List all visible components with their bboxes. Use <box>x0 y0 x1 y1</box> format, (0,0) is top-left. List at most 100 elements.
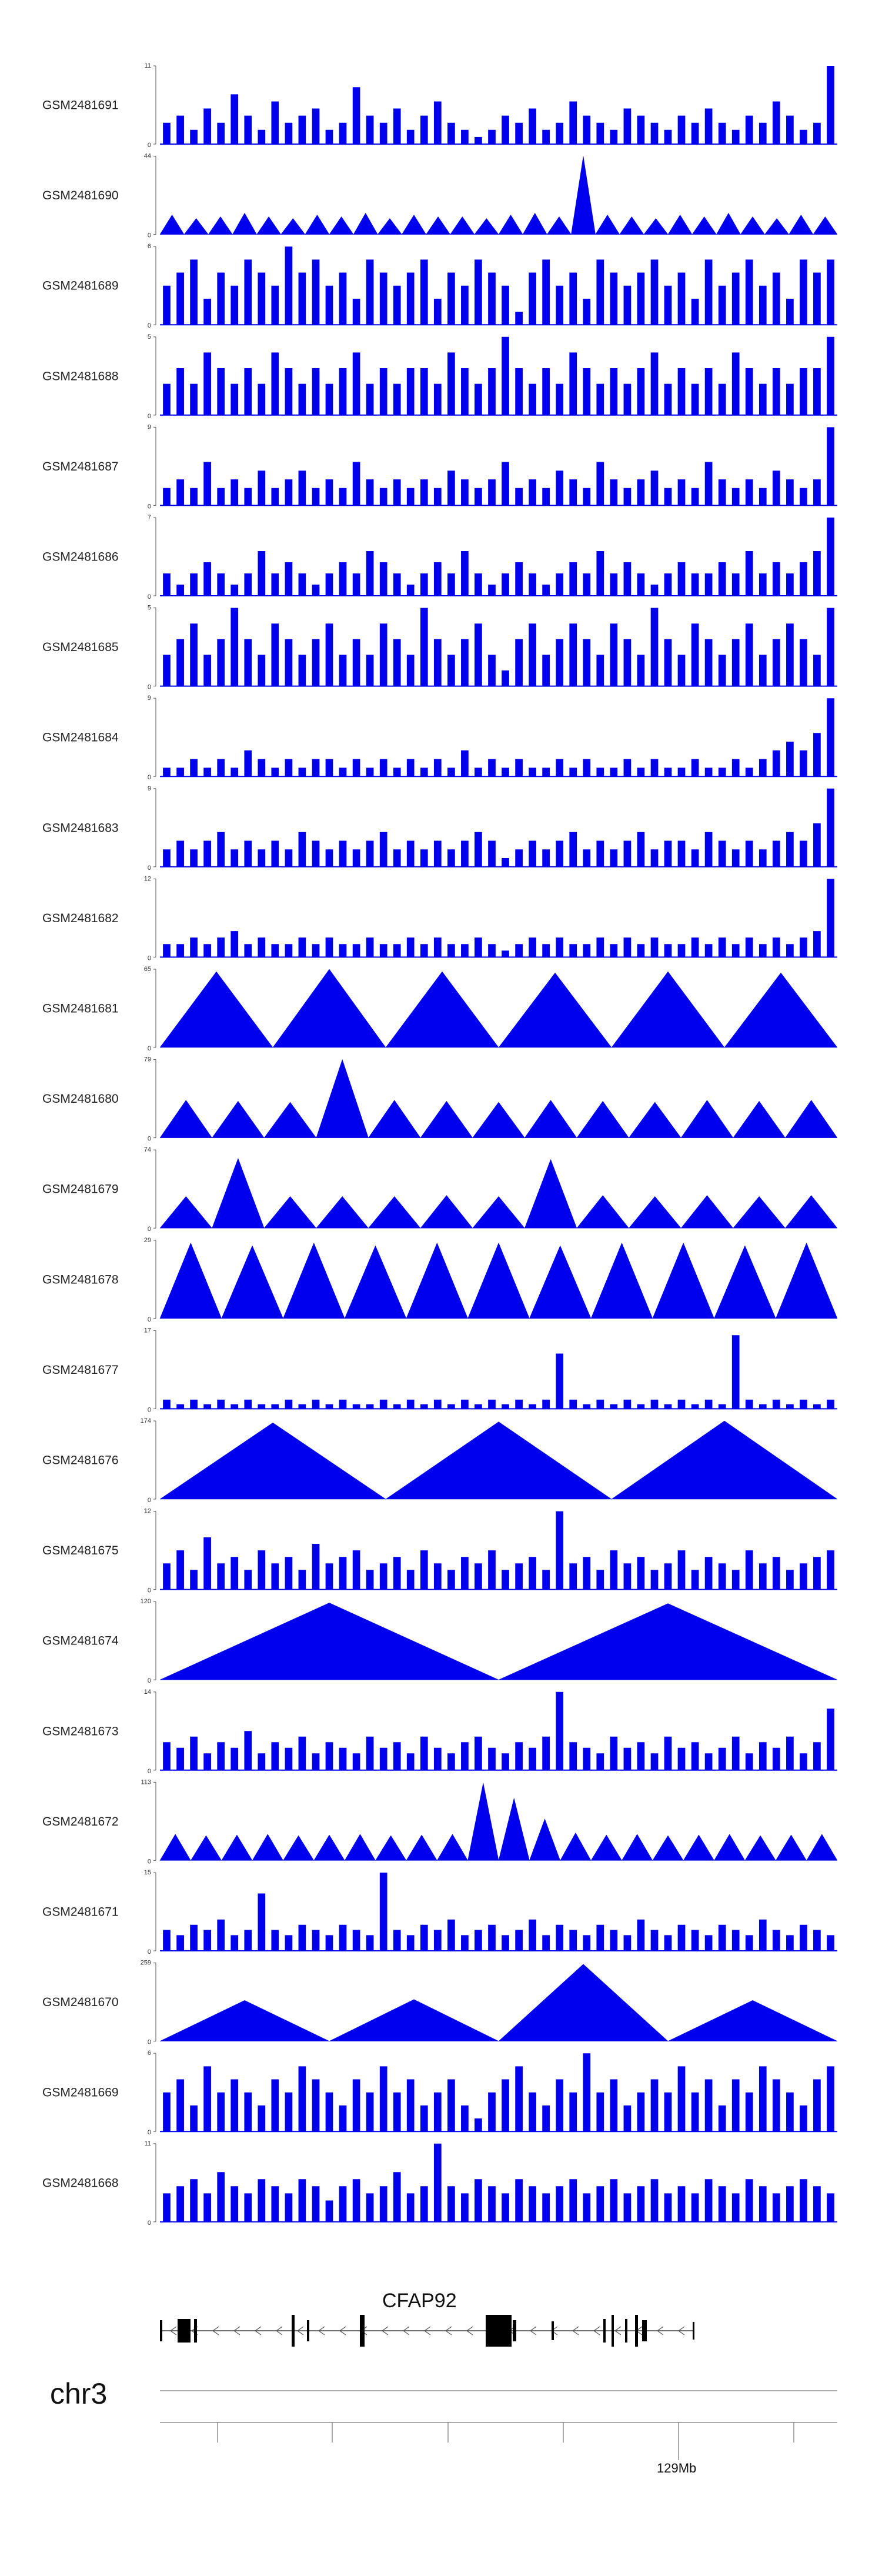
signal-peak <box>467 1242 530 1319</box>
track-label: GSM2481676 <box>42 1454 119 1467</box>
signal-peak <box>406 1834 437 1861</box>
signal-peak <box>813 216 838 235</box>
y-max-label: 79 <box>144 1056 151 1063</box>
y-min-label: 0 <box>148 955 151 962</box>
signal-peak <box>436 1834 469 1861</box>
y-max-label: 15 <box>144 1869 151 1876</box>
track-label: GSM2481687 <box>42 460 119 473</box>
signal-peak <box>252 1834 283 1861</box>
signal-peak <box>628 1196 681 1229</box>
y-min-label: 0 <box>148 684 151 691</box>
signal-peak <box>716 212 741 235</box>
y-min-label: 0 <box>148 593 151 600</box>
y-min-label: 0 <box>148 2220 151 2227</box>
y-max-label: 113 <box>141 1778 151 1786</box>
track: GSM2481675 12 0 <box>42 1508 837 1594</box>
y-min-label: 0 <box>148 774 151 781</box>
signal-peak <box>212 1157 265 1229</box>
y-min-label: 0 <box>148 2039 151 2046</box>
strand-chevron <box>529 2326 537 2335</box>
signal-peak <box>498 1798 530 1861</box>
signal-peak <box>744 1835 776 1861</box>
signal-peak <box>546 216 572 235</box>
strand-chevron <box>656 2326 664 2335</box>
signal-peak <box>159 1603 499 1680</box>
signal-peak <box>263 1196 317 1229</box>
signal-peak <box>629 1102 681 1138</box>
track-label: GSM2481680 <box>42 1092 119 1106</box>
y-min-label: 0 <box>148 1226 151 1233</box>
track: GSM2481671 15 0 <box>42 1869 837 1956</box>
y-min-label: 0 <box>148 413 151 420</box>
y-min-label: 0 <box>148 1406 151 1413</box>
signal-peak <box>667 214 693 235</box>
signal-peak <box>691 216 717 235</box>
y-max-label: 11 <box>145 62 151 69</box>
track: GSM2481681 65 0 <box>42 966 838 1052</box>
track: GSM2481688 5 0 <box>42 333 837 420</box>
track-label: GSM2481689 <box>42 279 119 293</box>
track-label: GSM2481678 <box>42 1273 119 1286</box>
signal-peak <box>401 214 427 235</box>
track-label: GSM2481686 <box>42 550 119 564</box>
y-min-label: 0 <box>148 322 151 329</box>
signal-peak <box>740 216 766 235</box>
signal-peak <box>208 216 233 235</box>
track-label: GSM2481688 <box>42 369 119 383</box>
signal-peak <box>590 1242 653 1319</box>
gene-structure <box>160 2315 694 2347</box>
track-label: GSM2481681 <box>42 1002 119 1016</box>
signal-peak <box>159 1242 222 1319</box>
y-min-label: 0 <box>148 503 151 510</box>
signal-peak <box>232 212 258 235</box>
strand-chevron <box>572 2326 579 2335</box>
signal-peak <box>159 2000 330 2041</box>
track: GSM2481678 29 0 <box>42 1237 838 1323</box>
track-label: GSM2481677 <box>42 1363 119 1377</box>
y-max-label: 17 <box>144 1327 151 1334</box>
signal-peak <box>420 1100 473 1138</box>
signal-peak <box>522 212 547 235</box>
signal-peak <box>375 1835 407 1861</box>
y-max-label: 14 <box>144 1689 151 1696</box>
track-label: GSM2481675 <box>42 1544 119 1557</box>
y-max-label: 5 <box>148 605 151 612</box>
exon <box>603 2319 606 2343</box>
y-max-label: 44 <box>144 153 151 160</box>
y-min-label: 0 <box>148 1768 151 1775</box>
signal-peak <box>406 1242 468 1319</box>
signal-peak <box>622 1834 653 1861</box>
signal-peak <box>652 1835 684 1861</box>
y-min-label: 0 <box>148 1045 151 1052</box>
y-max-label: 7 <box>148 514 151 521</box>
signal-peak <box>595 214 620 235</box>
signal-peak <box>283 1835 315 1861</box>
signal-peak <box>159 1196 213 1229</box>
strand-chevron <box>318 2326 325 2335</box>
signal-peak <box>611 971 725 1048</box>
signal-peak <box>775 1834 807 1861</box>
signal-peak <box>576 1195 630 1229</box>
signal-peak <box>643 218 669 235</box>
track-label: GSM2481684 <box>42 731 119 745</box>
track: GSM2481689 6 0 <box>42 243 837 329</box>
strand-chevron <box>677 2326 685 2335</box>
signal-peak <box>590 1834 622 1861</box>
y-min-label: 0 <box>148 232 151 239</box>
track: GSM2481684 9 0 <box>42 695 837 781</box>
signal-peak <box>467 1783 499 1861</box>
y-min-label: 0 <box>148 1497 151 1504</box>
signal-peak <box>498 972 612 1048</box>
exon <box>178 2319 191 2343</box>
y-max-label: 11 <box>145 2140 151 2147</box>
exon <box>307 2320 309 2341</box>
signal-peak <box>576 1100 629 1138</box>
signal-peak <box>784 1195 838 1229</box>
signal-peak <box>733 1196 786 1229</box>
y-max-label: 12 <box>144 875 151 882</box>
signal-peak <box>313 1834 345 1861</box>
track: GSM2481683 9 0 <box>42 785 837 872</box>
strand-chevron <box>296 2326 304 2335</box>
signal-peak <box>212 1100 265 1138</box>
signal-peak <box>450 216 475 235</box>
